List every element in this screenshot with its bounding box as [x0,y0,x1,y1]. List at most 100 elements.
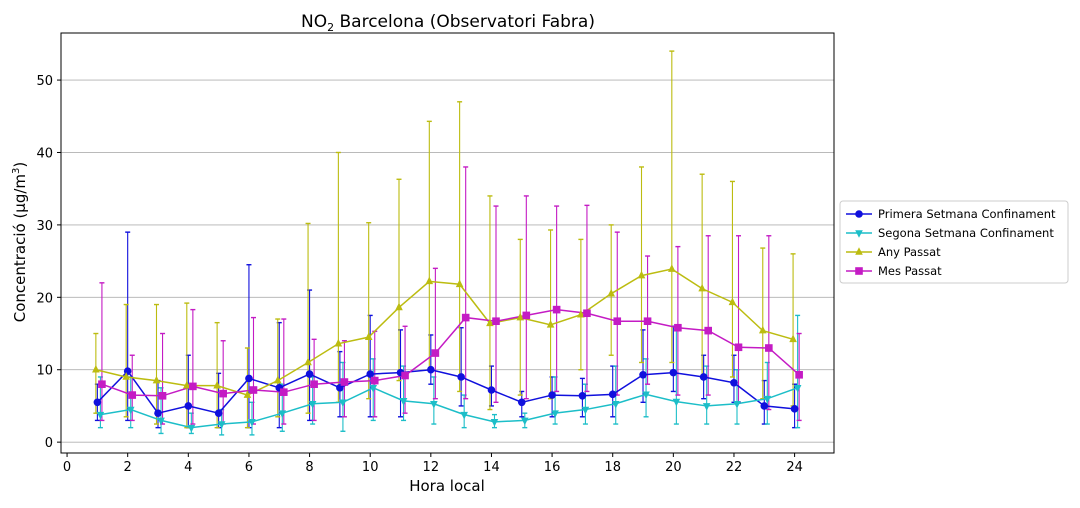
data-point [730,378,738,387]
data-point [187,424,196,433]
y-tick-label: 20 [36,291,53,306]
data-point [249,386,258,394]
data-point [704,326,712,335]
data-point [669,368,678,377]
data-point [280,388,288,396]
data-point [522,311,531,320]
series-line [96,368,795,415]
data-point [548,391,556,399]
data-point [98,380,106,389]
x-axis-label: Hora local [409,477,485,495]
data-point [154,409,162,417]
data-point [217,421,226,429]
data-point [460,411,468,420]
data-point [461,313,470,322]
y-axis-ticks: 0 10 20 30 40 50 [36,74,61,451]
data-point [611,400,620,409]
data-point [521,417,529,426]
data-point [763,395,772,404]
y-tick-label: 40 [36,146,53,161]
data-point [699,373,708,381]
x-tick-label: 18 [604,460,621,475]
data-point [425,276,434,285]
data-point [366,370,375,378]
legend-marker [855,210,863,218]
series-line [100,387,798,429]
data-point [364,332,373,340]
data-point [457,373,465,381]
x-tick-label: 24 [786,460,803,475]
legend-box [839,200,1069,284]
data-point [734,343,743,352]
data-point [336,384,344,392]
data-point [92,364,100,373]
series-line [95,268,794,396]
legend-entry-label: Primera Setmana Confinament [878,207,1056,221]
x-tick-label: 16 [544,460,561,475]
y-tick-label: 0 [45,436,53,451]
data-point [96,411,105,420]
y-tick-label: 50 [36,74,53,89]
x-tick-label: 8 [305,460,313,475]
data-point [758,325,767,334]
data-point [487,386,496,394]
data-point [157,417,165,426]
data-point [308,400,317,409]
data-point [698,283,706,292]
legend-marker [855,267,863,275]
legend-entry-label: Any Passat [878,245,941,259]
data-point [516,312,525,321]
x-axis-ticks: 0 2 4 6 8 10 12 14 16 18 20 22 24 [63,453,803,475]
data-point [492,317,500,326]
data-point [430,400,438,409]
data-point [126,406,135,415]
x-tick-label: 20 [665,460,682,475]
data-point [668,264,676,272]
x-tick-label: 14 [483,460,500,475]
data-point [674,323,682,332]
data-point [128,391,137,399]
data-point [214,409,223,417]
data-point [219,389,227,398]
series-markers [92,264,803,433]
data-point [395,302,403,311]
y-tick-label: 10 [36,364,53,379]
series-lines [95,268,800,429]
data-point [334,338,343,347]
data-point [608,390,617,399]
data-point [189,382,197,391]
gridlines [61,79,834,443]
x-tick-label: 4 [184,460,192,475]
data-point [401,371,409,380]
data-point [702,403,711,411]
data-point [552,305,561,314]
data-point [733,400,741,409]
data-point [122,372,130,380]
data-point [517,398,526,407]
data-point [123,367,132,375]
data-point [399,398,408,406]
data-point [546,320,555,328]
data-point [760,402,769,410]
data-point [340,378,349,386]
error-bars [93,50,802,436]
data-point [789,334,797,343]
legend-marker [855,247,863,255]
data-point [613,317,622,326]
data-point [427,365,435,374]
data-point [672,398,681,407]
data-point [639,370,647,379]
data-point [455,279,464,288]
data-point [765,344,773,352]
data-point [728,297,737,306]
x-tick-label: 0 [63,460,71,475]
data-point [278,410,287,418]
data-point [583,309,591,318]
x-tick-label: 2 [124,460,132,475]
data-point [158,391,167,400]
x-tick-label: 10 [362,460,379,475]
y-axis-label: Concentració (μg/m3) [11,162,29,323]
data-point [305,370,314,378]
chart-title: NO2 Barcelona (Observatori Fabra) [301,12,595,34]
